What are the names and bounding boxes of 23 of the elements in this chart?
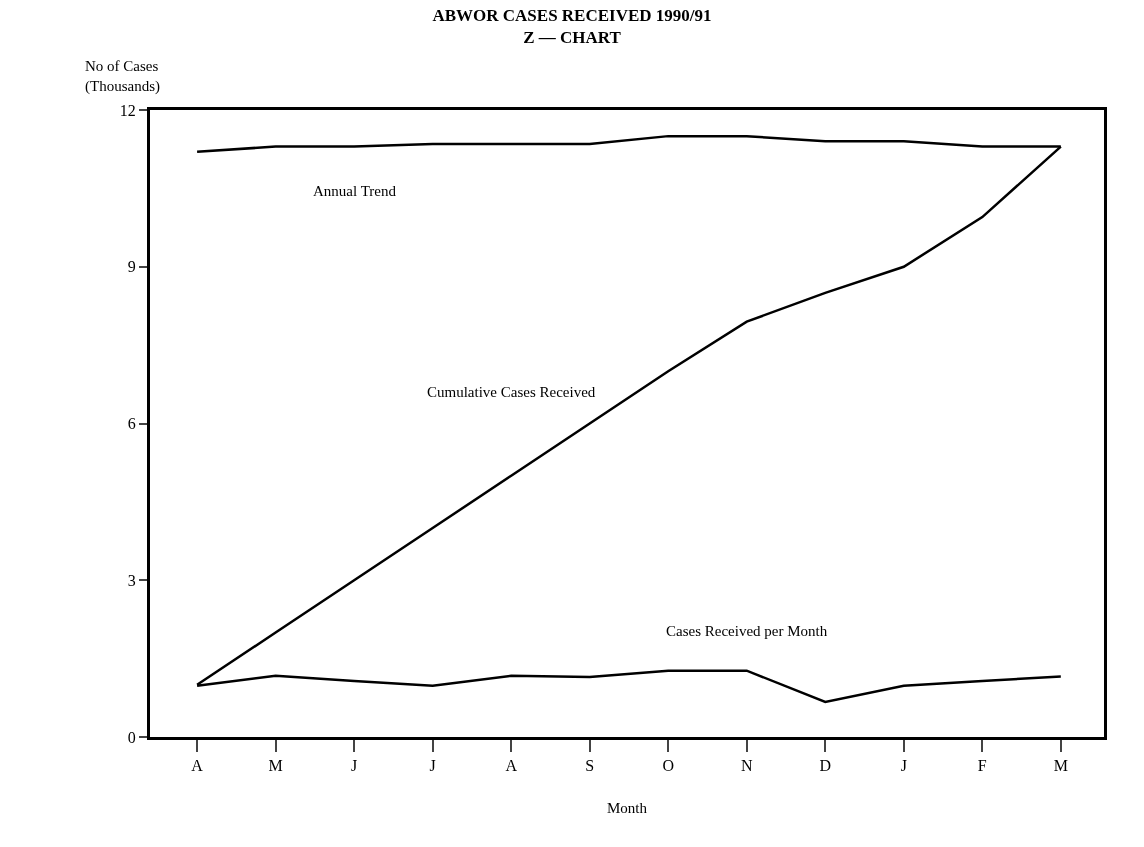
x-tick-label: N <box>740 757 753 775</box>
x-axis-title: Month <box>606 800 648 817</box>
x-tick-label: F <box>977 757 987 775</box>
x-tick-label: O <box>662 757 674 775</box>
y-tick-label: 9 <box>127 258 136 276</box>
chart-title: ABWOR CASES RECEIVED 1990/91 Z — CHART <box>432 6 712 48</box>
series-label: Cumulative Cases Received <box>427 384 596 400</box>
y-tick-label: 6 <box>127 415 136 433</box>
y-tick-label: 0 <box>127 728 136 746</box>
x-tick-label: S <box>585 757 595 775</box>
y-axis-title: No of Cases (Thousands) <box>85 58 160 95</box>
x-tick-label: M <box>1053 757 1068 775</box>
text: Cases Received per Month <box>666 623 828 639</box>
x-tick-label: A <box>191 757 204 775</box>
x-tick-label: J <box>351 757 358 775</box>
x-tick-label: A <box>505 757 518 775</box>
x-tick-label: J <box>900 757 907 775</box>
y-tick-label: 12 <box>119 101 136 119</box>
x-tick-label: M <box>268 757 283 775</box>
x-tick-label: D <box>819 757 832 775</box>
y-tick-label: 3 <box>127 571 136 589</box>
text: Annual Trend <box>313 183 397 199</box>
x-tick-label: J <box>429 757 436 775</box>
